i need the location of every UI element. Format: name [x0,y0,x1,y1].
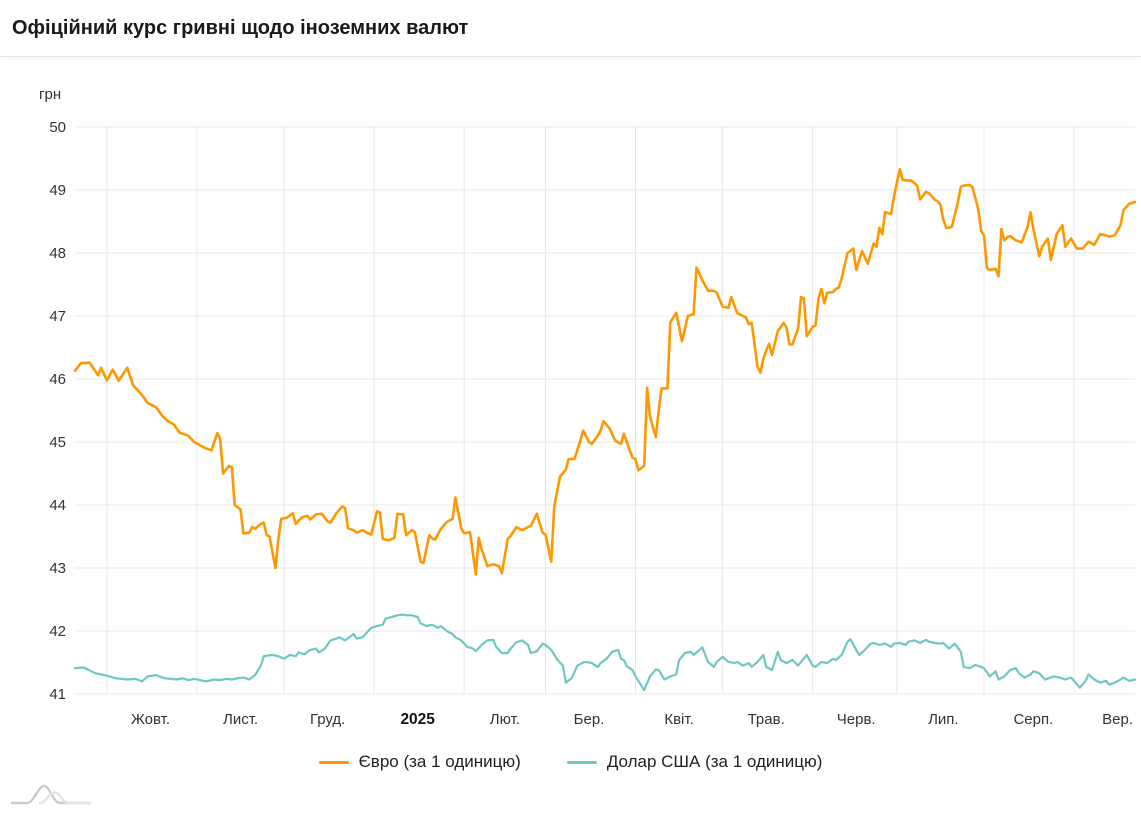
y-tick-label: 47 [49,308,66,325]
legend-label-usd: Долар США (за 1 одиницю) [606,752,823,771]
x-tick-label: Лют. [490,711,520,728]
legend-label-euro: Євро (за 1 одиницю) [358,752,521,771]
x-tick-label: Лип. [928,711,959,728]
y-tick-label: 43 [49,560,66,577]
y-tick-label: 41 [49,686,66,703]
y-axis-unit-label: грн [39,86,62,103]
y-tick-label: 45 [49,434,66,451]
x-tick-label: Трав. [748,711,785,728]
y-tick-label: 48 [49,245,66,262]
page-header: Офіційний курс гривні щодо іноземних вал… [0,0,1141,57]
y-tick-label: 49 [49,182,66,199]
y-tick-label: 42 [49,623,66,640]
x-tick-label: 2025 [400,711,435,728]
euro-rate-line [73,167,1137,576]
chart-legend: Євро (за 1 одиницю) Долар США (за 1 один… [0,752,1141,772]
x-tick-label: Вер. [1102,711,1133,728]
x-tick-label: Квіт. [664,711,693,728]
legend-item-euro[interactable]: Євро (за 1 одиницю) [318,752,521,772]
y-tick-label: 44 [49,497,66,514]
x-tick-label: Жовт. [131,711,170,728]
x-tick-label: Бер. [574,711,605,728]
page-title: Офіційний курс гривні щодо іноземних вал… [12,17,469,39]
legend-item-usd[interactable]: Долар США (за 1 одиницю) [566,752,823,772]
y-tick-label: 46 [49,371,66,388]
usd-series-swatch-icon [566,760,597,764]
y-tick-label: 50 [49,119,66,136]
euro-series-swatch-icon [318,760,349,764]
x-tick-label: Черв. [837,711,876,728]
x-tick-label: Серп. [1013,711,1053,728]
usd-rate-line [73,613,1137,692]
x-tick-label: Лист. [223,711,258,728]
waves-logo-icon [10,784,92,805]
x-tick-label: Груд. [310,711,345,728]
